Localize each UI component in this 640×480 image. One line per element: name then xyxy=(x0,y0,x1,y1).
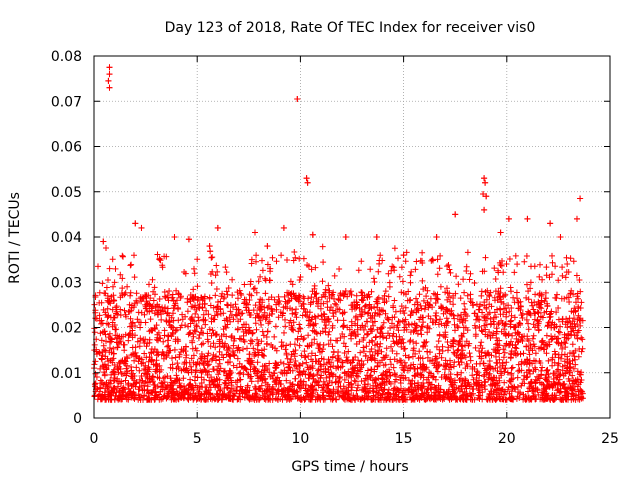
data-point xyxy=(100,238,107,245)
data-point xyxy=(303,175,310,182)
data-point xyxy=(433,234,440,240)
data-point xyxy=(105,77,112,84)
data-point xyxy=(251,229,258,236)
y-tick-label: 0.06 xyxy=(51,140,82,156)
data-point xyxy=(452,211,459,218)
y-tick-label: 0.02 xyxy=(51,321,82,337)
data-point xyxy=(480,191,487,198)
data-point xyxy=(294,95,301,102)
data-point xyxy=(482,179,489,186)
y-tick-label: 0.01 xyxy=(51,366,82,382)
data-point xyxy=(400,252,407,259)
data-point xyxy=(106,64,113,71)
data-point xyxy=(557,234,564,240)
y-axis-label: ROTI / TECUs xyxy=(7,192,23,284)
x-axis-ticks: 0 5 10 15 20 25 xyxy=(90,56,619,447)
data-point xyxy=(481,206,488,213)
data-point xyxy=(214,224,221,231)
y-tick-label: 0.05 xyxy=(51,185,82,201)
chart-title: Day 123 of 2018, Rate Of TEC Index for r… xyxy=(165,20,536,36)
data-point xyxy=(304,179,311,186)
data-point xyxy=(573,215,580,222)
data-point xyxy=(280,224,287,231)
data-point xyxy=(505,215,512,222)
data-point xyxy=(524,215,531,222)
data-points xyxy=(91,64,586,403)
data-point xyxy=(342,234,349,240)
y-tick-label: 0.03 xyxy=(51,275,82,291)
data-point xyxy=(106,71,113,78)
x-axis-label: GPS time / hours xyxy=(291,459,408,475)
y-tick-label: 0 xyxy=(73,411,82,427)
data-point xyxy=(106,84,113,91)
roti-data-markers xyxy=(91,64,586,403)
data-point xyxy=(577,195,584,202)
x-tick-label: 15 xyxy=(395,431,413,447)
y-tick-label: 0.08 xyxy=(51,49,82,65)
data-point xyxy=(373,234,380,240)
data-point xyxy=(547,220,554,227)
x-tick-label: 10 xyxy=(291,431,309,447)
x-tick-label: 0 xyxy=(90,431,99,447)
y-axis-ticks: 0 0.01 0.02 0.03 0.04 0.05 0.06 0.07 0.08 xyxy=(51,49,610,427)
data-point xyxy=(171,234,178,240)
data-point xyxy=(481,175,488,182)
x-tick-label: 5 xyxy=(193,431,202,447)
data-point xyxy=(264,243,271,250)
y-tick-label: 0.07 xyxy=(51,94,82,110)
data-point xyxy=(206,243,213,250)
y-tick-label: 0.04 xyxy=(51,230,82,246)
data-point xyxy=(309,231,316,238)
x-tick-label: 25 xyxy=(601,431,619,447)
data-point xyxy=(483,193,490,200)
data-point xyxy=(132,220,139,227)
data-point xyxy=(497,229,504,236)
data-point xyxy=(138,224,145,231)
data-point xyxy=(185,236,192,243)
x-tick-label: 20 xyxy=(498,431,516,447)
